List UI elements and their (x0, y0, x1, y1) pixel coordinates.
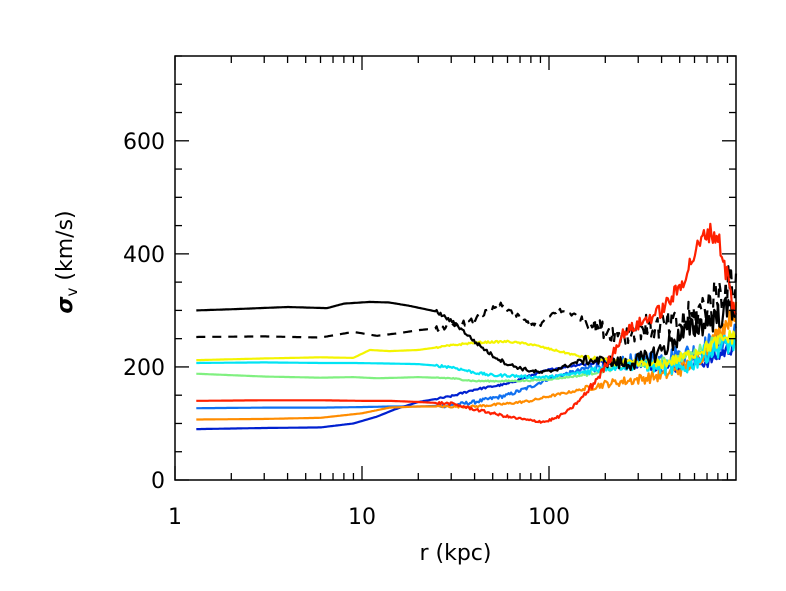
tick-layer: 1 10 100 0 200 400 600 (123, 55, 736, 530)
series-line-0 (196, 296, 737, 374)
x-tick-label: 10 (348, 505, 376, 530)
y-tick-label: 400 (123, 243, 165, 268)
series-line-5 (196, 222, 738, 424)
y-axis-symbol: σ (53, 296, 78, 314)
x-tick-label: 100 (528, 505, 570, 530)
y-tick-label: 200 (123, 356, 165, 381)
y-axis-unit: (km/s) (53, 210, 78, 287)
y-tick-label: 0 (151, 469, 165, 494)
y-axis-title: σv (km/s) (53, 210, 81, 313)
x-axis-title: r (kpc) (419, 541, 491, 566)
series-line-3 (196, 333, 738, 380)
x-tick-label: 1 (168, 505, 182, 530)
y-tick-label: 600 (123, 130, 165, 155)
plot-frame (174, 55, 737, 481)
series-line-2 (196, 329, 737, 370)
series-line-1 (196, 265, 738, 345)
series-line-4 (196, 333, 738, 383)
y-axis-subscript: v (63, 287, 81, 296)
series-layer (196, 222, 738, 431)
